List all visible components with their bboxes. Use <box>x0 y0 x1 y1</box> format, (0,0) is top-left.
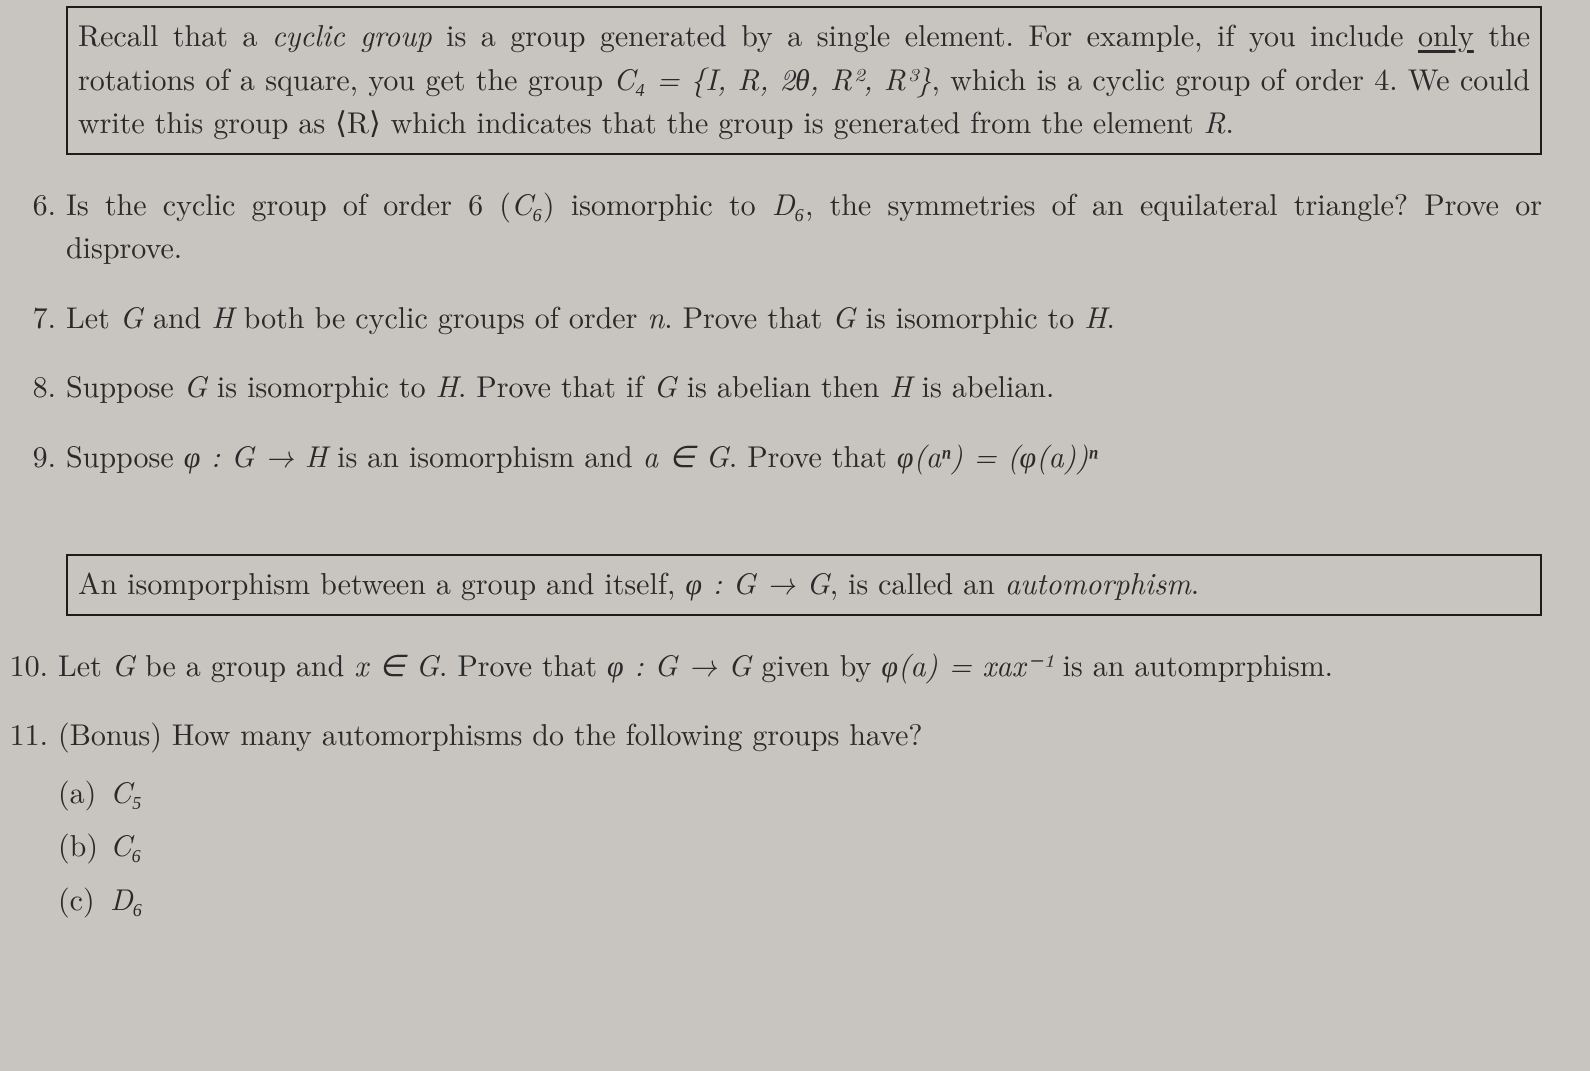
question-number: 11. <box>0 711 58 919</box>
text: is an automprphism. <box>1053 642 1333 685</box>
term-automorphism: automorphism <box>1005 560 1191 603</box>
page: Recall that a cyclic group is a group ge… <box>0 0 1590 1071</box>
math-d6: D₆ <box>772 181 805 224</box>
recall-text-1: is a group generated by a single element… <box>432 12 1418 55</box>
math-phi-gg: φ : G → G <box>685 560 829 603</box>
question-8: 8. Suppose G is isomorphic to H. Prove t… <box>0 363 1590 407</box>
math-g: G <box>120 294 143 337</box>
question-10: 10. Let G be a group and x ∈ G. Prove th… <box>0 642 1590 686</box>
text: . Prove that <box>439 642 607 685</box>
question-number: 8. <box>0 363 66 407</box>
text: (Bonus) How many automorphisms do the fo… <box>58 711 923 754</box>
text: . Prove that <box>729 433 897 476</box>
math-h: H <box>889 363 911 406</box>
math-h: H <box>211 294 233 337</box>
math-c6: C₆ <box>110 822 142 866</box>
math-d6: D₆ <box>110 876 143 920</box>
text: An isomporphism between a group and itse… <box>78 560 685 603</box>
text: Suppose <box>66 363 184 406</box>
term-cyclic-group: cyclic group <box>272 12 432 55</box>
question-body: Suppose φ : G → H is an isomorphism and … <box>66 433 1542 477</box>
text: . Prove that if <box>458 363 654 406</box>
question-body: (Bonus) How many automorphisms do the fo… <box>58 711 1542 919</box>
text: be a group and <box>135 642 354 685</box>
subitem-c: (c) D₆ <box>58 876 1542 920</box>
math-g: G <box>832 294 855 337</box>
question-body: Let G and H both be cyclic groups of ord… <box>66 294 1542 338</box>
text: Let <box>58 642 112 685</box>
question-number: 9. <box>0 433 66 477</box>
math-phi-an: φ(aⁿ) = (φ(a))ⁿ <box>897 433 1098 476</box>
text: ) isomorphic to <box>543 181 772 224</box>
math-c4-set: C₄ = {I, R, 2θ, R², R³} <box>613 56 931 99</box>
math-h: H <box>436 363 458 406</box>
question-number: 6. <box>0 181 66 268</box>
text: Is the cyclic group of order 6 ( <box>66 181 511 224</box>
text: is abelian then <box>677 363 890 406</box>
text: , is called an <box>830 560 1005 603</box>
math-g: G <box>112 642 135 685</box>
question-body: Is the cyclic group of order 6 (C₆) isom… <box>66 181 1542 268</box>
math-h: H <box>1084 294 1106 337</box>
math-phi-a-xax: φ(a) = xax⁻¹ <box>881 642 1052 685</box>
text: . Prove that <box>664 294 832 337</box>
math-x-in-g: x ∈ G <box>354 642 439 685</box>
text: Suppose <box>66 433 184 476</box>
subitem-b: (b) C₆ <box>58 822 1542 866</box>
text: given by <box>751 642 881 685</box>
text: is isomorphic to <box>855 294 1084 337</box>
automorphism-box: An isomporphism between a group and itse… <box>66 554 1542 616</box>
text: is isomorphic to <box>207 363 436 406</box>
math-phi-gh: φ : G → H <box>184 433 327 476</box>
recall-text-pre: Recall that a <box>78 12 272 55</box>
math-c5: C₅ <box>110 769 142 813</box>
question-6: 6. Is the cyclic group of order 6 (C₆) i… <box>0 181 1590 268</box>
question-number: 10. <box>0 642 58 686</box>
subitems: (a) C₅ (b) C₆ (c) D₆ <box>58 769 1542 920</box>
recall-text-4: . <box>1226 99 1234 142</box>
subitem-a: (a) C₅ <box>58 769 1542 813</box>
text: Let <box>66 294 120 337</box>
math-g: G <box>184 363 207 406</box>
question-7: 7. Let G and H both be cyclic groups of … <box>0 294 1590 338</box>
word-only: only <box>1418 12 1474 55</box>
question-9: 9. Suppose φ : G → H is an isomorphism a… <box>0 433 1590 477</box>
text: and <box>143 294 211 337</box>
subitem-label: (c) <box>58 876 110 920</box>
recall-box: Recall that a cyclic group is a group ge… <box>66 6 1542 155</box>
text: . <box>1107 294 1115 337</box>
subitem-label: (a) <box>58 769 110 813</box>
math-n: n <box>647 294 664 337</box>
question-11: 11. (Bonus) How many automorphisms do th… <box>0 711 1590 919</box>
text: is abelian. <box>912 363 1055 406</box>
subitem-label: (b) <box>58 822 110 866</box>
question-body: Suppose G is isomorphic to H. Prove that… <box>66 363 1542 407</box>
question-number: 7. <box>0 294 66 338</box>
math-g: G <box>653 363 676 406</box>
math-phi-gg: φ : G → G <box>607 642 751 685</box>
text: both be cyclic groups of order <box>234 294 648 337</box>
math-a-in-g: a ∈ G <box>643 433 729 476</box>
text: is an isomorphism and <box>327 433 643 476</box>
math-c6: C₆ <box>511 181 543 224</box>
math-r: R <box>1204 99 1226 142</box>
question-body: Let G be a group and x ∈ G. Prove that φ… <box>58 642 1542 686</box>
text: . <box>1191 560 1199 603</box>
